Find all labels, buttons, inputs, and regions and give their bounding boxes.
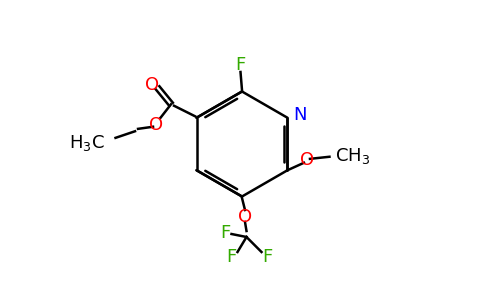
Text: O: O xyxy=(300,151,314,169)
Text: F: F xyxy=(262,248,272,266)
Text: O: O xyxy=(149,116,163,134)
Text: F: F xyxy=(235,56,245,74)
Text: O: O xyxy=(145,76,159,94)
Text: F: F xyxy=(220,224,230,242)
Text: O: O xyxy=(238,208,252,226)
Text: H$_3$C: H$_3$C xyxy=(69,133,105,153)
Text: F: F xyxy=(227,248,237,266)
Text: N: N xyxy=(293,106,306,124)
Text: CH$_3$: CH$_3$ xyxy=(335,146,371,166)
